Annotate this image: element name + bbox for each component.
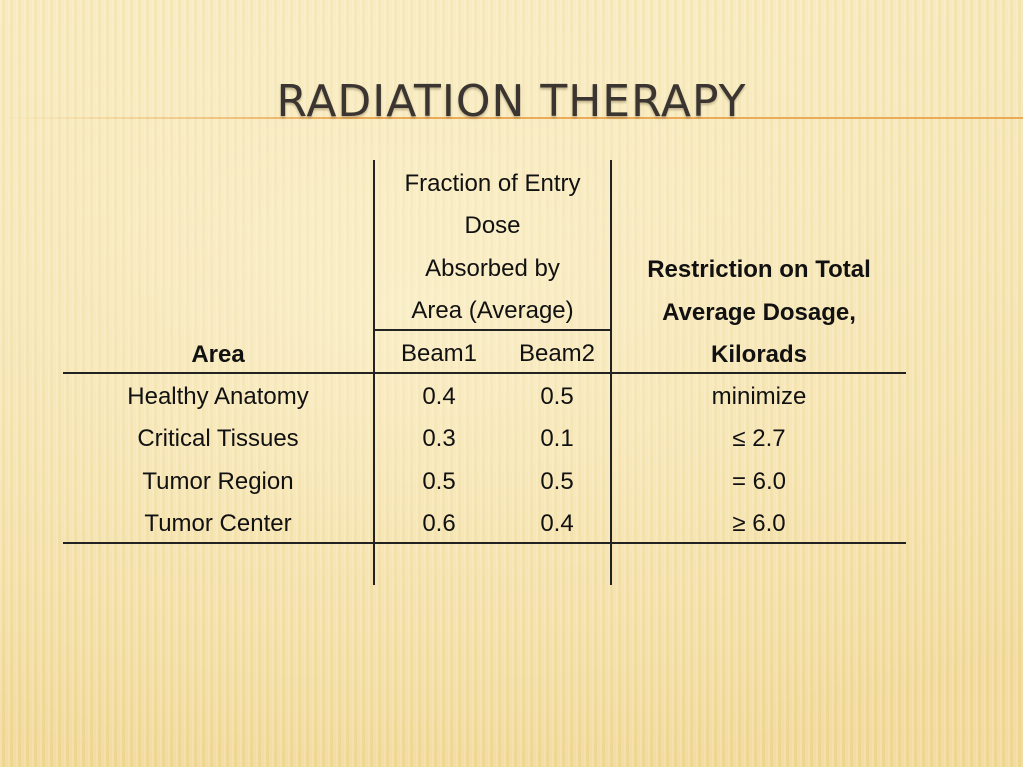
header-restriction-line: Average Dosage, xyxy=(662,299,856,326)
table-cell-beam1: 0.5 xyxy=(422,468,456,495)
table-cell-area: Tumor Center xyxy=(144,510,292,537)
table-hline-header xyxy=(63,372,906,374)
header-fraction-line: Dose xyxy=(464,212,521,239)
table-cell-beam1: 0.4 xyxy=(422,383,456,410)
table-cell-beam2: 0.1 xyxy=(540,425,574,452)
header-fraction-line: Absorbed by xyxy=(425,255,560,282)
header-fraction-line: Area (Average) xyxy=(411,297,574,324)
table-cell-area: Tumor Region xyxy=(142,468,294,495)
table-cell-restriction: minimize xyxy=(711,383,807,410)
slide-title-text: Radiation Therapy xyxy=(276,76,747,127)
table-cell-restriction: ≥ 6.0 xyxy=(732,510,786,537)
slide-title: Radiation Therapy xyxy=(0,72,1023,132)
table-cell-restriction: ≤ 2.7 xyxy=(732,425,786,452)
table-cell-beam1: 0.6 xyxy=(422,510,456,537)
table-cell-beam2: 0.4 xyxy=(540,510,574,537)
table-cell-beam1: 0.3 xyxy=(422,425,456,452)
table-cell-restriction: = 6.0 xyxy=(731,468,787,495)
header-beam1: Beam1 xyxy=(400,340,478,367)
table-cell-beam2: 0.5 xyxy=(540,468,574,495)
table-cell-area: Critical Tissues xyxy=(137,425,299,452)
table-cell-area: Healthy Anatomy xyxy=(127,383,309,410)
header-area: Area xyxy=(191,341,245,368)
header-beam2: Beam2 xyxy=(518,340,596,367)
table-hline-bottom xyxy=(63,542,906,544)
header-fraction-line: Fraction of Entry xyxy=(404,170,581,197)
header-restriction-line: Restriction on Total xyxy=(647,256,871,283)
table-hline-beams xyxy=(373,329,612,331)
table-cell-beam2: 0.5 xyxy=(540,383,574,410)
header-restriction-line: Kilorads xyxy=(710,341,808,368)
title-underline xyxy=(0,117,1023,119)
